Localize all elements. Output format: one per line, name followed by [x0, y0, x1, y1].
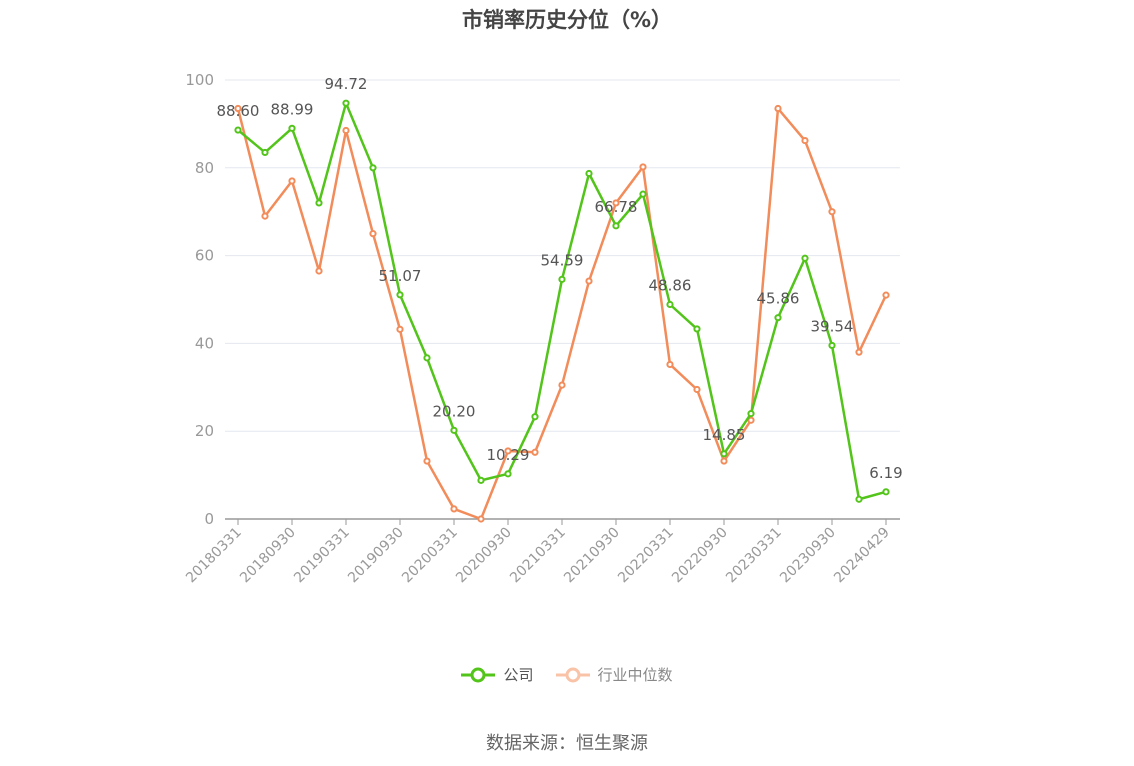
- data-point-industry[interactable]: [234, 104, 242, 113]
- data-point-industry[interactable]: [261, 212, 269, 220]
- data-point-company[interactable]: [396, 291, 404, 299]
- data-point-industry[interactable]: [342, 126, 350, 135]
- axes: 0 20 40 60 80 100 2018033120180930201903312019…: [183, 71, 900, 586]
- data-point-company[interactable]: [666, 300, 674, 309]
- x-tick-label: 20230930: [777, 525, 839, 587]
- data-point-company[interactable]: [423, 354, 431, 362]
- data-point-company[interactable]: [558, 275, 566, 283]
- data-point-company[interactable]: [585, 169, 593, 178]
- legend-company-line-icon: [461, 667, 496, 682]
- chart-title: 市销率历史分位（%）: [461, 8, 673, 32]
- data-point-company[interactable]: [315, 199, 323, 207]
- data-point-company[interactable]: [288, 124, 296, 132]
- data-label: 94.72: [325, 75, 368, 93]
- x-tick-label: 20180930: [237, 525, 299, 587]
- data-point-industry[interactable]: [585, 277, 593, 285]
- x-tick-label: 20200331: [399, 525, 461, 587]
- data-point-industry[interactable]: [801, 136, 809, 145]
- y-tick-label: 80: [195, 159, 214, 177]
- data-label: 10.29: [487, 446, 530, 464]
- data-point-industry[interactable]: [288, 177, 296, 185]
- data-point-industry[interactable]: [369, 230, 377, 238]
- data-label: 51.07: [379, 267, 422, 285]
- data-point-industry[interactable]: [423, 457, 431, 465]
- y-tick-label: 20: [195, 422, 214, 440]
- data-label: 54.59: [541, 251, 584, 269]
- x-tick-label: 20190930: [345, 525, 407, 587]
- data-point-company[interactable]: [747, 410, 755, 418]
- data-point-company[interactable]: [504, 470, 512, 478]
- data-point-company[interactable]: [774, 314, 782, 322]
- data-point-industry[interactable]: [504, 447, 512, 455]
- y-tick-label: 100: [185, 71, 214, 89]
- x-tick-label: 20190331: [291, 525, 353, 587]
- data-label: 88.60: [217, 102, 260, 120]
- data-point-industry[interactable]: [666, 360, 674, 369]
- line-chart: 0 20 40 60 80 100 2018033120180930201903312019…: [183, 71, 903, 586]
- x-tick-label: 20210930: [561, 525, 623, 587]
- data-point-company[interactable]: [342, 99, 350, 107]
- legend: 公司 行业中位数: [0, 664, 1134, 685]
- y-tick-label: 40: [195, 334, 214, 352]
- x-tick-label: 20180331: [183, 525, 245, 587]
- data-label: 39.54: [811, 317, 854, 335]
- series-layer: [234, 99, 890, 523]
- data-point-company[interactable]: [855, 495, 863, 503]
- data-point-industry[interactable]: [612, 199, 620, 207]
- x-tick-label: 20210331: [507, 525, 569, 587]
- data-point-industry[interactable]: [828, 208, 836, 216]
- data-label: 66.78: [595, 198, 638, 216]
- legend-company-label: 公司: [503, 666, 534, 684]
- x-tick-label: 20220331: [615, 525, 677, 587]
- source-note: 数据来源：恒生聚源: [486, 733, 648, 754]
- x-tick-label: 20240429: [831, 525, 893, 587]
- data-label: 14.85: [703, 426, 746, 444]
- data-point-company[interactable]: [612, 222, 620, 230]
- data-label: 20.20: [433, 402, 476, 420]
- data-point-industry[interactable]: [396, 325, 404, 333]
- data-point-company[interactable]: [261, 148, 269, 157]
- data-point-industry[interactable]: [315, 267, 323, 275]
- data-point-company[interactable]: [882, 488, 890, 496]
- grid-lines: [225, 79, 900, 432]
- legend-industry-label: 行业中位数: [597, 666, 673, 684]
- data-point-industry[interactable]: [693, 385, 701, 394]
- data-point-company[interactable]: [693, 325, 701, 333]
- y-tick-label: 0: [204, 510, 214, 528]
- data-point-company[interactable]: [450, 426, 458, 434]
- data-point-industry[interactable]: [477, 515, 485, 523]
- x-tick-label: 20230331: [723, 525, 785, 587]
- data-label: 6.19: [869, 464, 902, 482]
- data-label: 45.86: [757, 290, 800, 308]
- data-point-company[interactable]: [531, 413, 539, 421]
- data-point-company[interactable]: [234, 126, 242, 134]
- data-point-industry[interactable]: [882, 291, 890, 299]
- data-label: 88.99: [271, 100, 314, 118]
- data-point-industry[interactable]: [855, 348, 863, 356]
- data-point-industry[interactable]: [639, 163, 647, 171]
- x-tick-label: 20220930: [669, 525, 731, 587]
- data-point-company[interactable]: [639, 190, 647, 198]
- legend-item-company[interactable]: 公司: [461, 664, 534, 685]
- legend-industry-line-icon: [555, 667, 590, 682]
- data-point-company[interactable]: [477, 476, 485, 484]
- series-line-industry: [236, 107, 888, 521]
- legend-item-industry[interactable]: 行业中位数: [555, 664, 673, 685]
- data-point-industry[interactable]: [774, 104, 782, 113]
- data-point-industry[interactable]: [720, 457, 728, 465]
- data-point-company[interactable]: [369, 164, 377, 172]
- data-point-industry[interactable]: [747, 416, 755, 424]
- y-tick-label: 60: [195, 247, 214, 265]
- data-point-industry[interactable]: [450, 505, 458, 513]
- data-point-company[interactable]: [828, 341, 836, 350]
- data-label: 48.86: [649, 277, 692, 295]
- data-point-industry[interactable]: [558, 381, 566, 389]
- x-tick-label: 20200930: [453, 525, 515, 587]
- data-point-company[interactable]: [801, 254, 809, 262]
- data-point-company[interactable]: [720, 450, 728, 458]
- data-point-industry[interactable]: [531, 448, 539, 456]
- data-labels: 88.60 88.99 94.72 51.07 20.20 10.29 54.59 66.78…: [217, 75, 903, 482]
